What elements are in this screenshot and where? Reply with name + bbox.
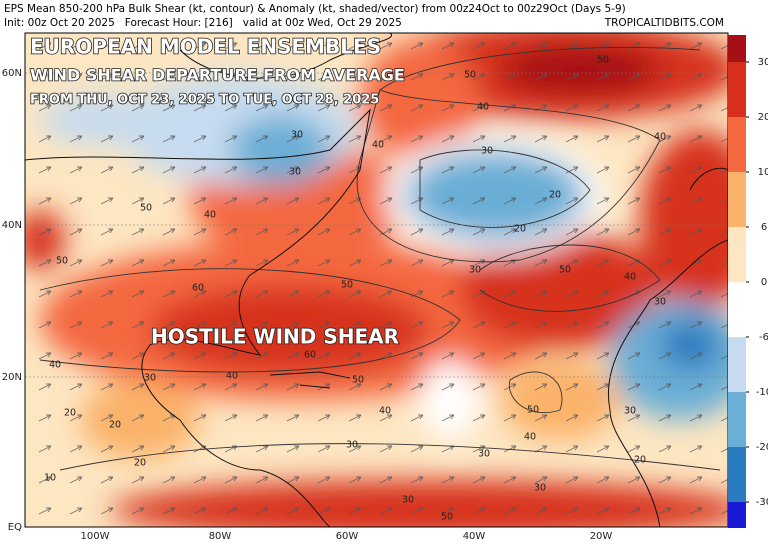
contour-label: 50	[441, 512, 453, 523]
colorbar-segment	[728, 117, 746, 172]
contour-label: 20	[514, 224, 526, 235]
coastlines	[25, 33, 728, 527]
colorbar-segment	[728, 227, 746, 282]
contour-label: 40	[524, 432, 536, 443]
contour-label: 30	[289, 167, 301, 178]
contour-label: 20	[634, 455, 646, 466]
colorbar-segment	[728, 392, 746, 447]
contour-label: 40	[379, 406, 391, 417]
colorbar-tick-label: -6	[759, 332, 768, 343]
contour-label: 40	[372, 140, 384, 151]
colorbar-segment	[728, 62, 746, 117]
axes: 60N 40N 20N EQ 100W 80W 60W 40W 20W	[2, 68, 613, 542]
longitude-label: 60W	[336, 531, 359, 542]
contour-label: 30	[346, 440, 358, 451]
overlay-dates: FROM THU, OCT 23, 2025 TO TUE, OCT 28, 2…	[30, 93, 379, 108]
longitude-label: 100W	[81, 531, 110, 542]
graticule	[25, 72, 728, 378]
header-line: Init: 00z Oct 20 2025 Forecast Hour: [21…	[4, 17, 402, 29]
contour-label: 40	[226, 371, 238, 382]
contour-label: 50	[527, 405, 539, 416]
contour-label: 30	[534, 483, 546, 494]
contour-label: 30	[469, 265, 481, 276]
colorbar-tick-label: 10	[758, 167, 768, 178]
header-line: EPS Mean 850-200 hPa Bulk Shear (kt, con…	[4, 3, 626, 15]
annotation: HOSTILE WIND SHEAR	[151, 325, 399, 349]
contour-label: 30	[402, 495, 414, 506]
colorbar-tick-label: -10	[756, 387, 768, 398]
contour-label: 30	[144, 373, 156, 384]
colorbar-segment	[728, 502, 746, 528]
contour-label: 50	[352, 375, 364, 386]
contour-label: 20	[109, 420, 121, 431]
contour-label: 50	[464, 70, 476, 81]
contour-label: 40	[654, 132, 666, 143]
contour-label: 20	[134, 458, 146, 469]
colorbar-tick-label: -30	[756, 497, 768, 508]
overlay-title: EUROPEAN MODEL ENSEMBLES	[30, 35, 381, 59]
overlay-subtitle: WIND SHEAR DEPARTURE FROM AVERAGE	[30, 66, 405, 85]
latitude-label: 40N	[2, 220, 22, 231]
colorbar-tick-label: 20	[758, 112, 768, 123]
longitude-label: 40W	[463, 531, 486, 542]
contour-label: 30	[624, 406, 636, 417]
contour-label: 40	[49, 360, 61, 371]
longitude-label: 20W	[590, 531, 613, 542]
longitude-label: 80W	[209, 531, 232, 542]
contour-label: 50	[341, 280, 353, 291]
latitude-label: 20N	[2, 372, 22, 383]
contour-label: 30	[478, 449, 490, 460]
credit: TROPICALTIDBITS.COM	[604, 17, 724, 29]
map: 50 50 40 40 40 30 30 30 20 20 50 40 30 50 60 50 40 50 40 30…	[25, 33, 728, 527]
colorbar-tick-label: -20	[756, 442, 768, 453]
contour-label: 50	[597, 55, 609, 66]
colorbar: 30 20 10 6 0 -6 -10 -20 -30	[728, 35, 768, 528]
contour-labels: 50 50 40 40 40 30 30 30 20 20 50 40 30 50 60 50 40 50 40 30…	[44, 55, 666, 523]
colorbar-segment	[728, 35, 746, 62]
contour-label: 30	[654, 297, 666, 308]
contour-label: 60	[304, 350, 316, 361]
colorbar-tick-label: 6	[761, 222, 767, 233]
colorbar-tick-label: 30	[758, 57, 768, 68]
colorbar-segment	[728, 282, 746, 337]
contour-label: 20	[549, 190, 561, 201]
colorbar-segment	[728, 172, 746, 227]
contour-label: 40	[624, 272, 636, 283]
contour-label: 40	[477, 102, 489, 113]
contour-label: 30	[481, 146, 493, 157]
contour-label: 50	[140, 203, 152, 214]
contour-label: 30	[291, 130, 303, 141]
contour-label: 50	[559, 265, 571, 276]
latitude-label: EQ	[8, 522, 22, 533]
colorbar-segment	[728, 447, 746, 502]
wind-vectors	[25, 33, 728, 527]
latitude-label: 60N	[2, 68, 22, 79]
contour-label: 20	[64, 408, 76, 419]
contour-label: 60	[192, 283, 204, 294]
contour-label: 10	[44, 473, 56, 484]
colorbar-segment	[728, 337, 746, 392]
contour-label: 40	[204, 210, 216, 221]
contour-label: 50	[56, 256, 68, 267]
colorbar-tick-label: 0	[761, 277, 767, 288]
